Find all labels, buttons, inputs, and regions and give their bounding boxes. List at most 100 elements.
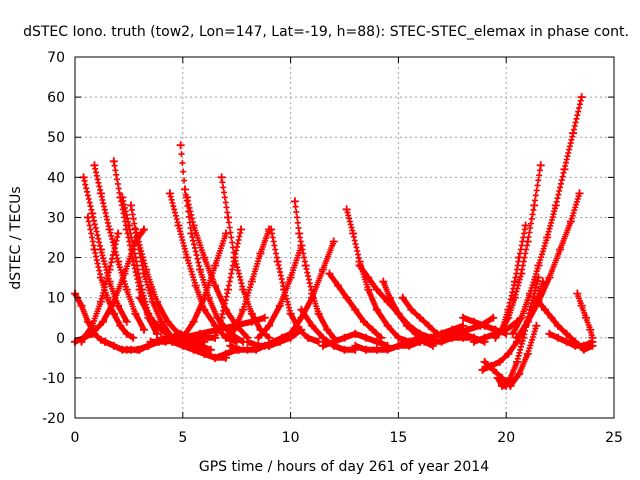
data-point xyxy=(534,261,543,270)
data-point xyxy=(234,345,243,354)
series-arc32 xyxy=(325,269,386,342)
data-point xyxy=(105,225,114,234)
data-point xyxy=(122,329,131,338)
data-point xyxy=(426,337,435,346)
data-point xyxy=(497,325,506,334)
data-point xyxy=(314,309,323,318)
data-point xyxy=(127,201,136,210)
data-point xyxy=(297,305,306,314)
data-point xyxy=(211,261,220,270)
data-point xyxy=(372,305,381,314)
data-point xyxy=(403,321,412,330)
data-point xyxy=(459,333,468,342)
data-point xyxy=(377,333,386,342)
data-point xyxy=(96,335,105,344)
data-point xyxy=(571,341,580,350)
data-point xyxy=(286,309,295,318)
data-point xyxy=(221,353,230,362)
data-point xyxy=(588,333,597,342)
data-point xyxy=(135,293,144,302)
data-point xyxy=(553,333,562,342)
data-point xyxy=(176,141,185,150)
data-point xyxy=(368,325,377,334)
series-arc23 xyxy=(221,225,274,342)
data-point xyxy=(129,333,138,342)
data-point xyxy=(275,337,284,346)
data-point xyxy=(139,325,148,334)
data-point xyxy=(243,345,252,354)
data-point xyxy=(508,329,517,338)
data-point xyxy=(536,161,545,170)
y-tick-label: 10 xyxy=(47,291,65,307)
data-point xyxy=(469,317,478,326)
data-point xyxy=(359,317,368,326)
data-point xyxy=(189,317,198,326)
series-arc18 xyxy=(178,337,230,362)
data-point xyxy=(260,313,269,322)
data-point xyxy=(200,305,209,314)
data-point xyxy=(480,321,489,330)
data-point xyxy=(515,253,524,262)
data-point xyxy=(577,301,586,310)
data-point xyxy=(415,337,424,346)
data-point xyxy=(314,337,323,346)
data-point xyxy=(83,317,92,326)
data-point xyxy=(239,285,248,294)
data-point xyxy=(308,293,317,302)
data-point xyxy=(351,329,360,338)
data-point xyxy=(534,297,543,306)
tick-labels: 0 5 10 15 20 25 -20 -10 0 10 20 30 40 50 60 70 xyxy=(42,50,623,446)
data-point xyxy=(96,273,105,282)
data-point xyxy=(351,341,360,350)
data-point xyxy=(217,173,226,182)
data-point xyxy=(379,277,388,286)
data-point xyxy=(101,337,110,346)
data-point xyxy=(103,293,112,302)
data-point xyxy=(189,341,198,350)
data-point xyxy=(512,333,521,342)
data-point xyxy=(224,285,233,294)
data-point xyxy=(383,321,392,330)
data-point xyxy=(267,225,276,234)
data-point xyxy=(211,353,220,362)
x-tick-label: 25 xyxy=(605,430,623,446)
series-arc28 xyxy=(290,197,338,342)
data-point xyxy=(491,333,500,342)
data-point xyxy=(334,281,343,290)
data-point xyxy=(325,269,334,278)
data-point xyxy=(200,293,209,302)
data-point xyxy=(459,313,468,322)
data-point xyxy=(124,221,133,230)
data-point xyxy=(114,229,123,238)
data-point xyxy=(96,189,105,198)
data-point xyxy=(342,293,351,302)
data-point xyxy=(480,333,489,342)
data-point xyxy=(213,325,222,334)
data-point xyxy=(99,317,108,326)
data-point xyxy=(545,273,554,282)
series-arc4 xyxy=(83,213,138,342)
data-point xyxy=(152,329,161,338)
data-point xyxy=(523,349,532,358)
data-point xyxy=(385,293,394,302)
data-point xyxy=(217,313,226,322)
y-tick-label: 40 xyxy=(47,170,65,186)
data-point xyxy=(372,337,381,346)
data-point xyxy=(340,333,349,342)
data-point xyxy=(221,229,230,238)
data-point xyxy=(290,197,299,206)
data-point xyxy=(189,221,198,230)
data-point xyxy=(502,381,511,390)
data-point xyxy=(556,245,565,254)
data-point xyxy=(551,201,560,210)
data-point xyxy=(237,225,246,234)
data-point xyxy=(200,337,209,346)
data-point xyxy=(96,297,105,306)
data-point xyxy=(489,365,498,374)
data-point xyxy=(355,261,364,270)
data-point xyxy=(200,253,209,262)
data-point xyxy=(196,329,205,338)
data-point xyxy=(364,273,373,282)
data-point xyxy=(297,325,306,334)
